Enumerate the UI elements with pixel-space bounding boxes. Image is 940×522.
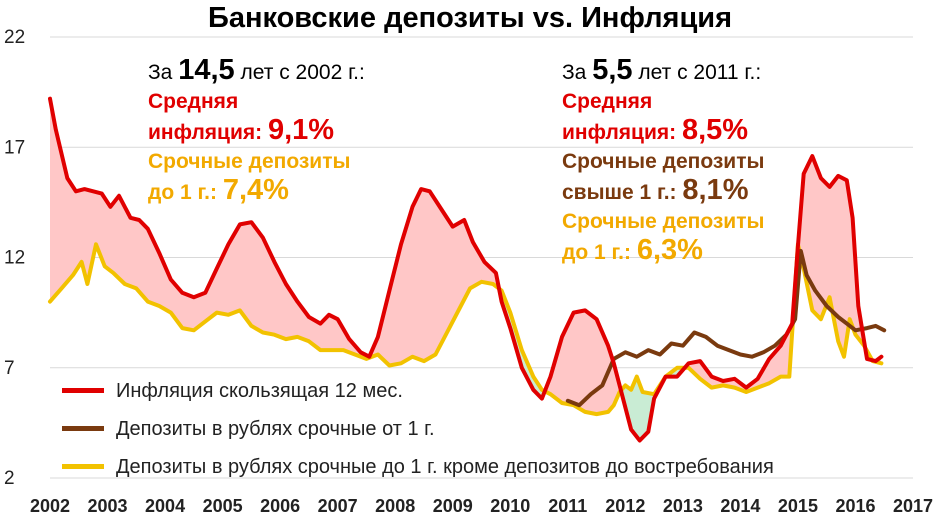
right-long-label-1: Срочные депозиты bbox=[562, 150, 765, 173]
x-tick-label-1: 2003 bbox=[88, 496, 128, 516]
x-tick-label-2: 2004 bbox=[145, 496, 185, 516]
right-short-label-2: до 1 г.: bbox=[562, 241, 631, 264]
right-inflation-value: 8,5% bbox=[681, 114, 749, 146]
y-tick-label-3: 17 bbox=[4, 137, 25, 158]
right-period-years: 5,5 bbox=[592, 54, 633, 86]
legend-label-inflation: Инфляция скользящая 12 мес. bbox=[116, 380, 403, 402]
right-inflation-label-1: Средняя bbox=[562, 90, 653, 113]
right-inflation-label-2: инфляция: bbox=[562, 121, 677, 144]
right-short-value: 6,3% bbox=[636, 234, 703, 266]
chart-title: Банковские депозиты vs. Инфляция bbox=[207, 2, 733, 34]
y-tick-label-2: 12 bbox=[4, 248, 25, 269]
y-tick-label-1: 7 bbox=[4, 358, 15, 379]
legend-label-long-deposits: Депозиты в рублях срочные от 1 г. bbox=[116, 418, 435, 440]
left-short-label-2: до 1 г.: bbox=[148, 181, 217, 204]
gap-area-0 bbox=[50, 98, 499, 366]
series-line-2 bbox=[48, 242, 884, 417]
x-tick-label-9: 2011 bbox=[548, 496, 587, 516]
left-annotation: За 14,5 лет с 2002 г.: Средняя инфляция:… bbox=[148, 56, 365, 207]
x-tick-label-14: 2016 bbox=[835, 496, 875, 516]
legend-swatch-inflation bbox=[62, 388, 104, 393]
x-tick-label-6: 2008 bbox=[375, 496, 415, 516]
left-period-suffix: лет с 2002 г.: bbox=[240, 61, 365, 84]
left-period-prefix: За bbox=[148, 61, 173, 84]
x-tick-label-8: 2010 bbox=[490, 496, 530, 516]
x-tick-label-10: 2012 bbox=[605, 496, 645, 516]
legend-swatch-short-deposits bbox=[62, 464, 104, 469]
right-long-value: 8,1% bbox=[682, 174, 749, 206]
right-period-prefix: За bbox=[562, 61, 587, 84]
right-period-suffix: лет с 2011 г.: bbox=[638, 61, 762, 84]
gap-area-6 bbox=[799, 157, 865, 357]
left-short-value: 7,4% bbox=[222, 174, 289, 206]
x-tick-label-13: 2015 bbox=[778, 496, 818, 516]
series-line-0 bbox=[48, 96, 884, 443]
x-tick-label-7: 2009 bbox=[433, 496, 473, 516]
series-line-1 bbox=[565, 248, 887, 408]
legend-swatch-long-deposits bbox=[62, 426, 104, 431]
x-tick-label-15: 2017 bbox=[893, 496, 933, 516]
y-tick-label-0: 2 bbox=[4, 468, 15, 489]
x-tick-label-3: 2005 bbox=[203, 496, 243, 516]
x-tick-label-4: 2006 bbox=[260, 496, 300, 516]
legend-label-short-deposits: Депозиты в рублях срочные до 1 г. кроме … bbox=[116, 456, 774, 478]
x-tick-label-11: 2013 bbox=[663, 496, 703, 516]
right-short-label-1: Срочные депозиты bbox=[562, 210, 765, 233]
left-short-label-1: Срочные депозиты bbox=[148, 150, 351, 173]
right-annotation: За 5,5 лет с 2011 г.: Средняя инфляция: … bbox=[562, 56, 764, 267]
right-long-label-2: свыше 1 г.: bbox=[562, 181, 677, 204]
x-tick-label-5: 2007 bbox=[318, 496, 358, 516]
left-inflation-value: 9,1% bbox=[267, 114, 335, 146]
left-inflation-label-1: Средняя bbox=[148, 90, 239, 113]
left-inflation-label-2: инфляция: bbox=[148, 121, 263, 144]
left-period-years: 14,5 bbox=[178, 54, 235, 86]
y-tick-label-4: 22 bbox=[4, 27, 25, 48]
x-tick-label-12: 2014 bbox=[720, 496, 760, 516]
x-tick-label-0: 2002 bbox=[30, 496, 70, 516]
gap-area-4 bbox=[685, 261, 797, 392]
